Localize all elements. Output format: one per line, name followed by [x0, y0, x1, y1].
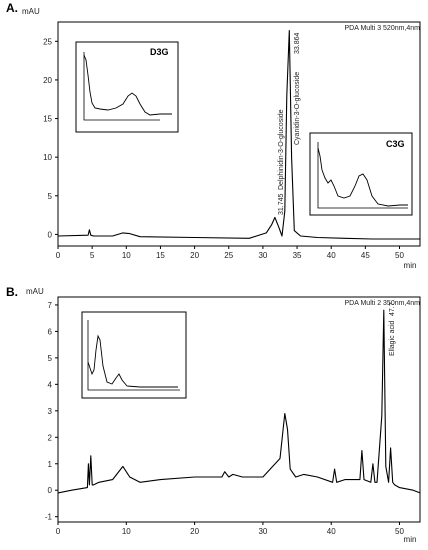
x-tick-label: 50 [395, 527, 404, 536]
y-tick-label: 0 [48, 230, 53, 239]
peak-label-d3g-time: 31.745 [278, 193, 285, 215]
x-tick-label: 20 [190, 251, 199, 260]
peak-label-c3g-name: Cyanidin-3-O-glucoside [294, 72, 301, 145]
panel-a-series [57, 29, 420, 240]
y-tick-label: -1 [45, 513, 53, 522]
panel-a-y-axis-label: mAU [22, 7, 40, 16]
x-tick-label: 40 [327, 251, 336, 260]
y-tick-label: 6 [48, 327, 53, 336]
panel-b-series [57, 309, 421, 494]
panel-b-x-axis-label: min [404, 535, 417, 544]
x-tick-label: 35 [293, 251, 302, 260]
y-tick-label: 10 [43, 153, 52, 162]
x-tick-label: 0 [56, 527, 61, 536]
panel-b-letter: B. [6, 285, 18, 299]
panel-b-y-axis-label: mAU [26, 287, 44, 296]
inset-c3g-label: C3G [386, 139, 405, 149]
peak-label-ellagic-name: Ellagic acid [389, 320, 396, 356]
y-tick-label: 0 [48, 486, 53, 495]
inset-ellagic-curve [87, 334, 178, 388]
y-tick-label: 5 [48, 192, 53, 201]
x-tick-label: 50 [395, 251, 404, 260]
panel-a: A. mAU PDA Multi 3 520nm,4nm 0 5 10 15 20 25 3… [6, 1, 421, 270]
panel-a-plot-frame [57, 21, 421, 247]
x-tick-label: 15 [156, 251, 165, 260]
x-tick-label: 10 [122, 527, 131, 536]
inset-c3g-spectrum: C3G [309, 132, 413, 216]
panel-a-x-axis-label: min [404, 261, 417, 270]
y-tick-label: 2 [48, 433, 53, 442]
peak-label-ellagic-time: 47.7 [389, 302, 396, 316]
inset-c3g-frame [309, 132, 413, 216]
x-tick-label: 45 [361, 251, 370, 260]
x-tick-label: 10 [122, 251, 131, 260]
inset-ellagic-axes [87, 320, 180, 391]
inset-d3g-curve [83, 54, 172, 116]
y-tick-label: 7 [48, 301, 53, 310]
panel-a-axis-ticks: 0 5 10 15 20 25 30 35 40 45 50 0 5 10 15 20 25 [43, 37, 404, 260]
x-tick-label: 25 [224, 251, 233, 260]
x-tick-label: 5 [90, 251, 95, 260]
x-tick-label: 0 [56, 251, 61, 260]
y-tick-label: 3 [48, 407, 53, 416]
panel-b-plot-frame [57, 296, 421, 523]
inset-ellagic-spectrum [81, 311, 187, 399]
x-tick-label: 20 [190, 527, 199, 536]
chromatogram-trace [57, 29, 420, 240]
inset-c3g-axes [317, 142, 408, 209]
panel-a-detector-header: PDA Multi 3 520nm,4nm [345, 25, 421, 32]
inset-d3g-label: D3G [150, 47, 169, 57]
peak-label-c3g-time: 33.864 [294, 32, 301, 54]
panel-b: B. mAU PDA Multi 2 350nm,4nm 0 10 20 30 40 50… [6, 285, 421, 544]
x-tick-label: 30 [258, 527, 267, 536]
inset-c3g-curve [317, 147, 408, 207]
inset-d3g-spectrum: D3G [75, 41, 179, 133]
panel-b-detector-header: PDA Multi 2 350nm,4nm [345, 300, 421, 307]
inset-ellagic-frame [81, 311, 187, 399]
peak-label-d3g-name: Delphinidin-3-O-glucoside [278, 109, 285, 190]
y-tick-label: 1 [48, 460, 53, 469]
panel-a-letter: A. [6, 1, 18, 15]
y-tick-label: 5 [48, 354, 53, 363]
x-tick-label: 40 [327, 527, 336, 536]
y-tick-label: 20 [43, 76, 52, 85]
inset-d3g-axes [83, 52, 160, 121]
inset-d3g-frame [75, 41, 179, 133]
y-tick-label: 4 [48, 380, 53, 389]
y-tick-label: 15 [43, 115, 52, 124]
chromatogram-trace [57, 309, 421, 494]
y-tick-label: 25 [43, 37, 52, 46]
x-tick-label: 30 [258, 251, 267, 260]
